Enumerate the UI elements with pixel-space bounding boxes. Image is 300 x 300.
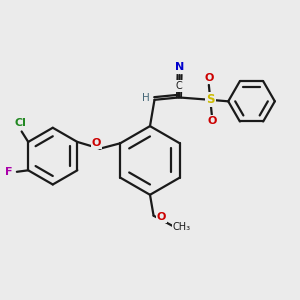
Text: H: H	[142, 93, 150, 103]
Text: O: O	[207, 116, 217, 126]
Text: F: F	[5, 167, 12, 177]
Text: Cl: Cl	[14, 118, 26, 128]
Text: C: C	[176, 81, 182, 91]
Text: O: O	[204, 73, 214, 83]
Text: O: O	[157, 212, 166, 222]
Text: O: O	[92, 138, 101, 148]
Text: N: N	[175, 62, 184, 72]
Text: CH₃: CH₃	[173, 222, 191, 232]
Text: S: S	[206, 93, 214, 106]
